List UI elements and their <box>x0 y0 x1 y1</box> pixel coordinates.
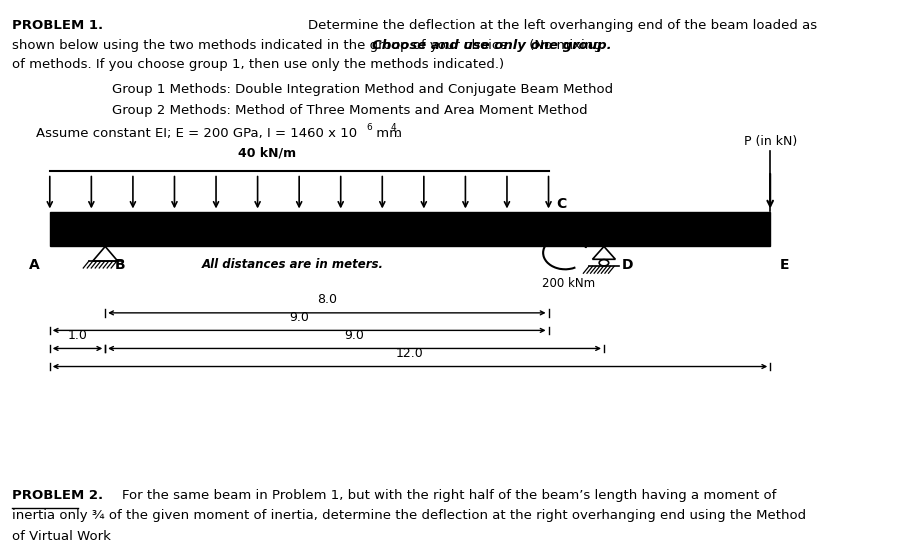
Text: E: E <box>780 258 789 272</box>
Bar <box>50 213 770 247</box>
Text: Determine the deflection at the left overhanging end of the beam loaded as: Determine the deflection at the left ove… <box>308 19 817 32</box>
Text: 8.0: 8.0 <box>317 294 336 306</box>
Text: Choose and use only one group.: Choose and use only one group. <box>372 39 611 52</box>
Text: B: B <box>115 258 125 272</box>
Text: of methods. If you choose group 1, then use only the methods indicated.): of methods. If you choose group 1, then … <box>12 58 504 71</box>
Text: 4: 4 <box>391 123 396 132</box>
Text: 6: 6 <box>366 123 373 132</box>
Text: Group 1 Methods: Double Integration Method and Conjugate Beam Method: Group 1 Methods: Double Integration Meth… <box>112 83 613 96</box>
Text: PROBLEM 1.: PROBLEM 1. <box>12 19 103 32</box>
Text: inertia only ¾ of the given moment of inertia, determine the deflection at the r: inertia only ¾ of the given moment of in… <box>12 510 806 522</box>
Text: (No mixing: (No mixing <box>525 39 602 52</box>
Text: Assume constant EI; E = 200 GPa, I = 1460 x 10: Assume constant EI; E = 200 GPa, I = 146… <box>36 128 357 140</box>
Text: 9.0: 9.0 <box>289 311 309 324</box>
Text: of Virtual Work: of Virtual Work <box>12 529 111 543</box>
Polygon shape <box>93 247 118 261</box>
Circle shape <box>600 260 609 266</box>
Text: mm: mm <box>373 128 403 140</box>
Text: 9.0: 9.0 <box>345 329 365 342</box>
Text: .: . <box>395 128 400 140</box>
Text: 200 kNm: 200 kNm <box>541 277 595 290</box>
Polygon shape <box>592 247 615 259</box>
Text: C: C <box>557 197 567 211</box>
Text: D: D <box>621 258 633 272</box>
Text: A: A <box>29 258 40 272</box>
Text: Group 2 Methods: Method of Three Moments and Area Moment Method: Group 2 Methods: Method of Three Moments… <box>112 104 588 117</box>
Text: All distances are in meters.: All distances are in meters. <box>201 258 384 271</box>
Text: shown below using the two methods indicated in the group of your choice.: shown below using the two methods indica… <box>12 39 516 52</box>
Text: 12.0: 12.0 <box>396 347 424 360</box>
Text: P (in kN): P (in kN) <box>744 135 797 148</box>
Text: 40 kN/m: 40 kN/m <box>238 146 297 159</box>
Text: PROBLEM 2.: PROBLEM 2. <box>12 489 103 503</box>
Text: 1.0: 1.0 <box>67 329 87 342</box>
Text: For the same beam in Problem 1, but with the right half of the beam’s length hav: For the same beam in Problem 1, but with… <box>88 489 776 503</box>
